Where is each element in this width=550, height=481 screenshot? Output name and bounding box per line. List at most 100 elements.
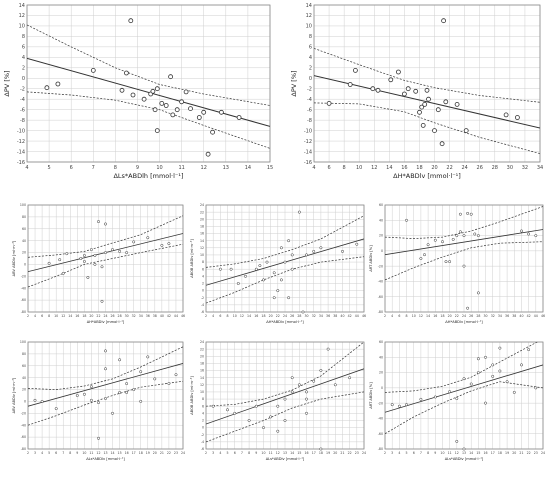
- data-point: [466, 211, 470, 215]
- x-tick-label: 32: [132, 314, 136, 318]
- data-point: [462, 264, 466, 268]
- y-axis-label: ΔBOB ABDlv [ml·m⁻²]: [190, 376, 194, 415]
- data-point: [422, 102, 428, 107]
- data-point: [462, 234, 466, 238]
- data-point: [527, 232, 531, 236]
- x-tick-label: 28: [476, 314, 480, 318]
- data-point: [297, 210, 301, 214]
- y-tick-label: 12: [200, 383, 204, 387]
- data-point: [55, 81, 61, 87]
- x-tick-label: 14: [426, 314, 430, 318]
- x-tick-label: 32: [522, 165, 528, 171]
- data-point: [118, 391, 122, 394]
- data-point: [433, 395, 437, 399]
- data-point: [458, 212, 462, 216]
- data-point: [196, 115, 202, 120]
- data-point: [283, 419, 287, 422]
- x-tick-label: 11: [89, 451, 93, 455]
- y-tick-label: 100: [20, 340, 26, 344]
- y-tick-label: -60: [378, 295, 383, 299]
- ci-lower-band: [314, 102, 540, 154]
- x-axis-label: ΔH*ABDlv [mmol·l⁻¹]: [87, 320, 125, 324]
- data-point: [305, 397, 308, 401]
- y-axis-label: ΔPV [%]: [290, 70, 298, 96]
- x-tick-label: 26: [477, 165, 483, 171]
- data-point: [128, 18, 134, 24]
- x-axis-label: ΔH*ABDlv [mmol·l⁻¹]: [266, 320, 304, 324]
- y-tick-label: -40: [21, 286, 26, 290]
- data-point: [218, 267, 222, 271]
- data-point: [443, 99, 449, 105]
- x-tick-label: 36: [505, 314, 509, 318]
- x-tick-label: 3: [34, 451, 36, 455]
- data-point: [65, 252, 69, 256]
- data-point: [413, 88, 419, 94]
- data-point: [233, 411, 237, 415]
- data-point: [79, 257, 83, 260]
- y-axis-label: ΔBOB ABDlv [ml·m⁻²]: [190, 239, 194, 278]
- x-tick-label: 9: [136, 165, 139, 171]
- data-point: [395, 69, 401, 75]
- x-tick-label: 8: [69, 451, 71, 455]
- data-point: [276, 429, 280, 433]
- x-tick-label: 17: [491, 451, 495, 455]
- x-tick-label: 44: [534, 314, 538, 318]
- y-tick-label: 40: [379, 355, 383, 359]
- y-tick-label: 4: [22, 55, 25, 61]
- data-point: [104, 251, 107, 255]
- x-tick-label: 16: [75, 314, 79, 318]
- data-point: [170, 112, 176, 118]
- data-point: [44, 85, 50, 91]
- x-tick-label: 21: [340, 451, 344, 455]
- y-tick-label: 8: [202, 260, 204, 264]
- data-point: [476, 291, 480, 295]
- x-tick-label: 18: [319, 451, 323, 455]
- y-tick-label: 10: [19, 24, 25, 30]
- data-point: [150, 88, 156, 94]
- data-point: [305, 411, 308, 415]
- data-point: [341, 249, 344, 253]
- y-tick-label: 80: [22, 215, 26, 219]
- plot-frame: [384, 204, 544, 313]
- data-point: [179, 99, 185, 105]
- data-point: [132, 388, 136, 392]
- x-tick-label: 2: [205, 314, 207, 318]
- x-tick-label: 12: [240, 314, 244, 318]
- regression-line: [28, 363, 183, 407]
- data-point: [423, 253, 426, 257]
- y-tick-label: 4: [202, 274, 204, 278]
- data-point: [167, 382, 171, 386]
- y-tick-label: 2: [202, 419, 204, 423]
- y-tick-label: 0: [381, 386, 383, 390]
- x-tick-label: 22: [348, 451, 352, 455]
- x-tick-label: 34: [537, 165, 543, 171]
- data-point: [352, 68, 358, 73]
- y-tick-label: 4: [202, 411, 204, 415]
- x-tick-label: 14: [111, 451, 115, 455]
- y-tick-label: -40: [378, 417, 383, 421]
- x-tick-label: 10: [440, 451, 444, 455]
- x-tick-label: 46: [181, 314, 185, 318]
- y-tick-label: 6: [202, 267, 204, 271]
- x-tick-label: 42: [527, 314, 531, 318]
- data-point: [469, 382, 473, 386]
- data-point: [272, 271, 276, 275]
- x-tick-label: 16: [433, 314, 437, 318]
- data-point: [226, 408, 229, 412]
- data-point: [463, 128, 469, 134]
- x-tick-label: 28: [118, 314, 122, 318]
- y-tick-label: 8: [309, 34, 312, 40]
- y-tick-label: 12: [306, 13, 312, 19]
- y-tick-label: 0: [309, 76, 312, 82]
- data-point: [520, 229, 523, 233]
- x-tick-label: 3: [212, 451, 214, 455]
- data-point: [419, 397, 423, 401]
- data-point: [125, 382, 129, 386]
- x-tick-label: 10: [233, 314, 237, 318]
- y-tick-label: 100: [20, 203, 26, 207]
- x-tick-label: 22: [527, 451, 531, 455]
- y-tick-label: -4: [20, 97, 25, 103]
- data-point: [174, 107, 180, 113]
- data-point: [154, 128, 160, 134]
- data-point: [82, 254, 86, 257]
